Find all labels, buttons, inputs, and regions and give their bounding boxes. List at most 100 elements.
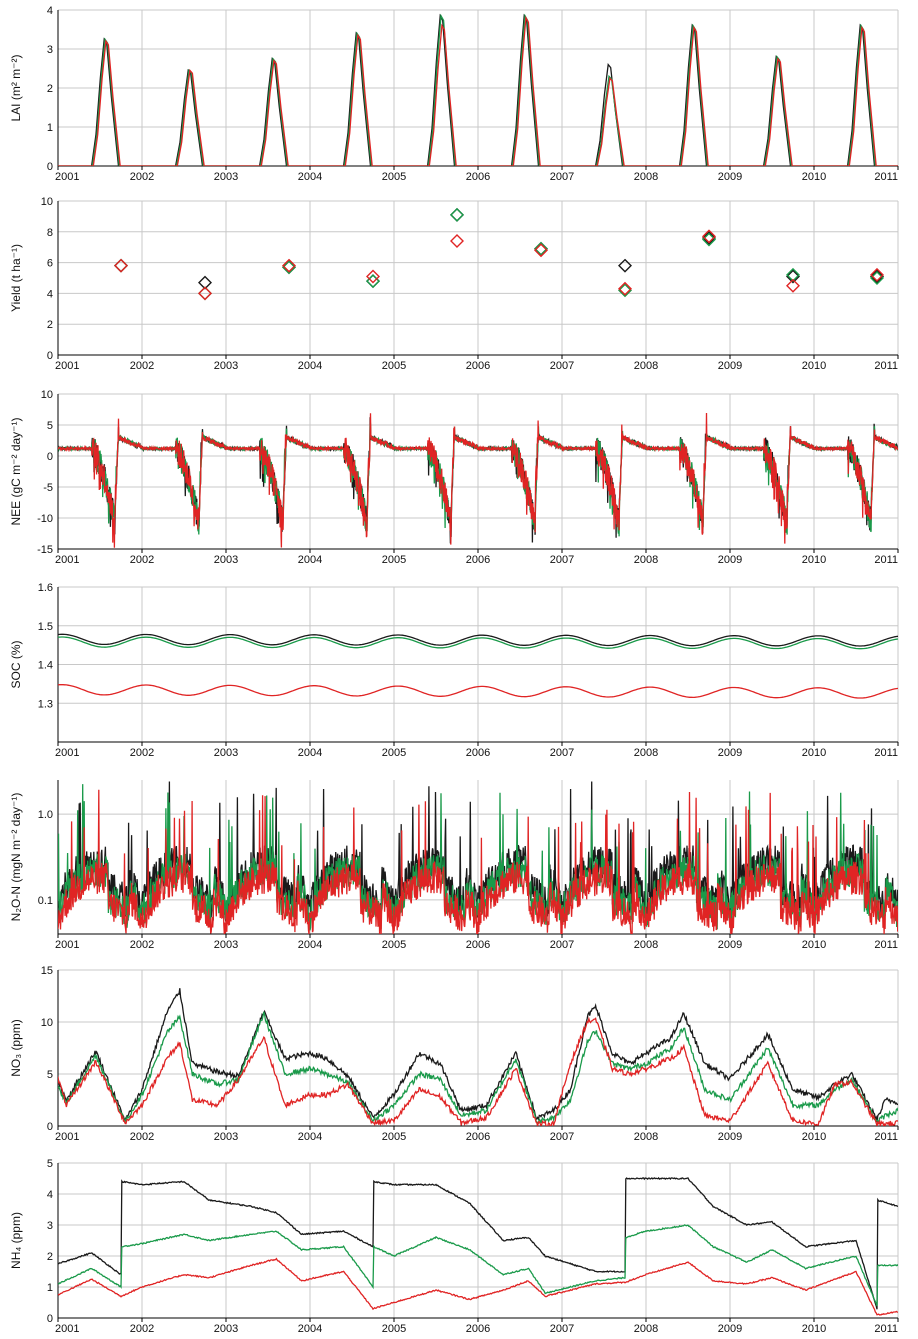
x-tick-label: 2004	[298, 939, 322, 951]
x-tick-label: 2008	[634, 747, 658, 759]
x-tick-label: 2006	[466, 1131, 490, 1143]
x-tick-label: 2004	[298, 171, 322, 183]
x-tick-label: 2007	[550, 1323, 574, 1335]
yield-marker-red	[618, 281, 632, 296]
x-tick-label: 2005	[382, 554, 406, 566]
y-tick-label: 1.4	[38, 660, 53, 672]
x-tick-label: 2001	[55, 171, 79, 183]
x-tick-label: 2006	[466, 939, 490, 951]
y-axis-label: LAI (m² m⁻²)	[9, 55, 23, 122]
y-tick-label: 1.6	[38, 582, 53, 594]
x-tick-label: 2006	[466, 554, 490, 566]
series-line-red	[58, 15, 898, 166]
y-tick-label: -5	[43, 482, 53, 494]
yield-marker-red	[282, 258, 296, 273]
y-tick-label: -10	[37, 513, 53, 525]
y-tick-label: 15	[41, 965, 53, 977]
x-tick-label: 2002	[130, 554, 154, 566]
yield-marker-green	[114, 258, 128, 273]
yield-marker-black	[198, 275, 212, 290]
yield-marker-red	[534, 243, 548, 258]
x-tick-label: 2004	[298, 360, 322, 372]
x-tick-label: 2001	[55, 939, 79, 951]
yield-marker-black	[702, 230, 716, 245]
x-tick-label: 2011	[874, 1323, 898, 1335]
chart-panel-lai: 2001 2002 2003 2004 2005 2006 2007 2008 2009 2010…	[9, 5, 899, 183]
y-axis-label: NEE (gC m⁻² day⁻¹)	[9, 417, 23, 525]
x-tick-label: 2004	[298, 1323, 322, 1335]
chart-panel-n2o: 2001 2002 2003 2004 2005 2006 2007 2008 2009 2010…	[9, 780, 899, 951]
y-tick-label: 5	[47, 420, 53, 432]
x-tick-label: 2005	[382, 1323, 406, 1335]
series-line-red	[58, 1016, 898, 1126]
series-line-black	[58, 13, 898, 166]
x-tick-label: 2009	[718, 1131, 742, 1143]
x-tick-label: 2007	[550, 1131, 574, 1143]
y-tick-label: 4	[47, 5, 53, 17]
series-line-red	[58, 789, 898, 934]
x-tick-label: 2008	[634, 360, 658, 372]
y-tick-label: 2	[47, 83, 53, 95]
y-tick-label: 1.0	[38, 809, 53, 821]
x-tick-label: 2010	[802, 939, 826, 951]
y-axis-label: Yield (t ha⁻¹)	[9, 244, 23, 312]
x-tick-label: 2004	[298, 1131, 322, 1143]
chart-panel-soc: 2001 2002 2003 2004 2005 2006 2007 2008 2009 2010…	[9, 582, 899, 759]
x-tick-label: 2009	[718, 1323, 742, 1335]
series-line-black	[58, 988, 898, 1123]
y-tick-label: 10	[41, 389, 53, 401]
x-tick-label: 2011	[874, 554, 898, 566]
x-tick-label: 2010	[802, 554, 826, 566]
x-tick-label: 2003	[214, 360, 238, 372]
x-tick-label: 2006	[466, 171, 490, 183]
series-line-green	[58, 636, 898, 650]
series-line-green	[58, 1011, 898, 1125]
yield-marker-red	[198, 286, 212, 301]
x-tick-label: 2005	[382, 747, 406, 759]
x-tick-label: 2010	[802, 1131, 826, 1143]
x-tick-label: 2002	[130, 360, 154, 372]
x-tick-label: 2004	[298, 554, 322, 566]
y-tick-label: 5	[47, 1069, 53, 1081]
y-tick-label: -15	[37, 544, 53, 556]
y-tick-label: 0	[47, 350, 53, 362]
x-tick-label: 2001	[55, 747, 79, 759]
y-axis-label: NO₃ (ppm)	[9, 1019, 23, 1077]
x-tick-label: 2005	[382, 939, 406, 951]
yield-marker-red	[450, 234, 464, 249]
yield-marker-black	[450, 207, 464, 222]
chart-panel-yield: 2001 2002 2003 2004 2005 2006 2007 2008 2009 2010…	[9, 196, 899, 372]
x-tick-label: 2003	[214, 1131, 238, 1143]
x-tick-label: 2009	[718, 171, 742, 183]
y-tick-label: 4	[47, 288, 53, 300]
x-tick-label: 2010	[802, 171, 826, 183]
x-tick-label: 2009	[718, 554, 742, 566]
x-tick-label: 2001	[55, 360, 79, 372]
y-tick-label: 0	[47, 1121, 53, 1133]
x-tick-label: 2010	[802, 747, 826, 759]
series-line-red	[58, 1257, 898, 1316]
yield-marker-black	[114, 258, 128, 273]
y-tick-label: 3	[47, 44, 53, 56]
x-tick-label: 2003	[214, 171, 238, 183]
yield-marker-black	[870, 269, 884, 284]
x-tick-label: 2003	[214, 554, 238, 566]
y-tick-label: 2	[47, 319, 53, 331]
y-tick-label: 4	[47, 1189, 53, 1201]
y-tick-label: 0	[47, 161, 53, 173]
x-tick-label: 2009	[718, 747, 742, 759]
x-tick-label: 2007	[550, 360, 574, 372]
y-tick-label: 2	[47, 1251, 53, 1263]
x-tick-label: 2007	[550, 939, 574, 951]
y-tick-label: 10	[41, 196, 53, 208]
y-tick-label: 0	[47, 1313, 53, 1325]
x-tick-label: 2001	[55, 1131, 79, 1143]
yield-marker-black	[366, 274, 380, 289]
y-axis-label: N₂O-N (mgN m⁻² day⁻¹)	[9, 793, 23, 922]
x-tick-label: 2008	[634, 939, 658, 951]
x-tick-label: 2002	[130, 1323, 154, 1335]
y-tick-label: 1	[47, 1282, 53, 1294]
x-tick-label: 2007	[550, 554, 574, 566]
yield-marker-black	[618, 258, 632, 273]
x-tick-label: 2005	[382, 360, 406, 372]
